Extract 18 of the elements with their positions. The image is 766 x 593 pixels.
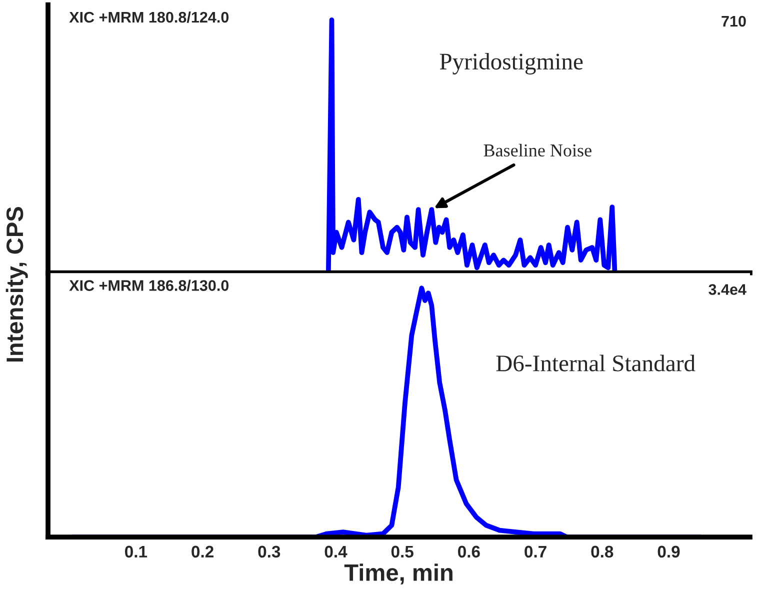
annotation: D6-Internal Standard <box>496 354 696 372</box>
annotation: Pyridostigmine <box>440 52 583 74</box>
x-tick-label: 0.7 <box>524 546 546 558</box>
x-tick-label: 0.8 <box>591 546 614 558</box>
y-axis-title: Intensity, CPS <box>6 207 28 362</box>
x-axis-title: Time, min <box>344 564 452 584</box>
annotation: 3.4e4 <box>708 284 746 295</box>
annotation: Baseline Noise <box>484 144 592 157</box>
x-tick-label: 0.6 <box>458 546 480 558</box>
x-tick-label: 0.4 <box>324 546 348 558</box>
x-tick-label: 0.1 <box>125 546 148 558</box>
x-tick-label: 0.3 <box>258 546 280 558</box>
x-tick-label: 0.5 <box>391 546 414 558</box>
annotation: 710 <box>722 16 746 27</box>
chart-title: XIC +MRM 180.8/124.0 <box>69 11 229 23</box>
x-tick-label: 0.2 <box>192 546 214 558</box>
x-tick-label: 0.9 <box>658 546 680 558</box>
chart-title: XIC +MRM 186.8/130.0 <box>69 280 229 292</box>
